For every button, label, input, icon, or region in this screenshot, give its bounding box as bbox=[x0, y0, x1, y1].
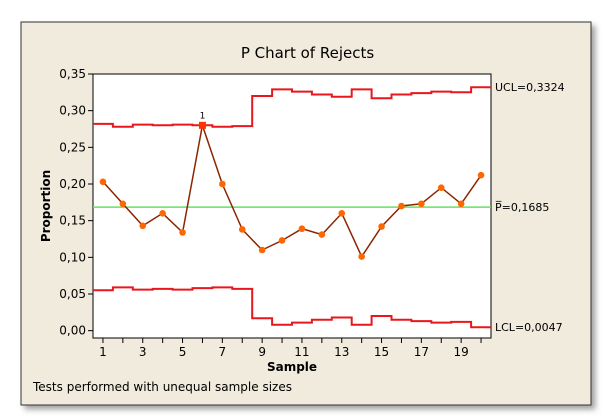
data-point bbox=[159, 210, 166, 217]
y-tick-label: 0,30 bbox=[59, 104, 86, 118]
plot-layer: 1 bbox=[93, 86, 491, 329]
x-tick-label: 3 bbox=[139, 345, 147, 359]
y-tick-label: 0,00 bbox=[59, 324, 86, 338]
x-tick-label: 19 bbox=[454, 345, 469, 359]
data-point bbox=[179, 229, 186, 236]
data-point bbox=[278, 237, 286, 244]
series-line bbox=[102, 122, 482, 259]
data-point bbox=[418, 200, 425, 208]
data-point bbox=[378, 223, 385, 230]
x-tick-label: 13 bbox=[334, 345, 349, 359]
axes-layer: 0,000,050,100,150,200,250,300,351 3 5 7 9 11 1… bbox=[39, 67, 565, 374]
y-tick-label: 0,10 bbox=[59, 250, 86, 264]
data-point bbox=[457, 200, 465, 208]
x-tick-label: 11 bbox=[294, 345, 309, 359]
data-point bbox=[477, 171, 485, 179]
lcl-label: LCL=0,0047 bbox=[495, 321, 563, 334]
y-axis-label: Proportion bbox=[39, 170, 53, 242]
x-tick-label: 9 bbox=[258, 345, 266, 359]
x-tick-label: 17 bbox=[414, 345, 429, 359]
data-point bbox=[318, 231, 326, 238]
y-tick-label: 0,25 bbox=[59, 140, 86, 154]
y-tick-label: 0,20 bbox=[59, 177, 86, 191]
lcl-line bbox=[93, 286, 491, 329]
ucl-line bbox=[93, 86, 491, 128]
x-tick-label: 5 bbox=[179, 345, 187, 359]
data-point bbox=[139, 222, 147, 230]
data-point bbox=[99, 178, 107, 186]
y-tick-label: 0,35 bbox=[59, 67, 86, 81]
x-tick-label: 15 bbox=[374, 345, 389, 359]
data-point bbox=[119, 200, 127, 208]
center-line-label: P̅=0,1685 bbox=[495, 201, 549, 214]
flagged-point-marker bbox=[198, 121, 206, 129]
ucl-label: UCL=0,3324 bbox=[495, 81, 565, 94]
flag-label: 1 bbox=[200, 111, 206, 121]
data-point bbox=[437, 184, 445, 191]
x-tick-label: 7 bbox=[219, 345, 227, 359]
footnote: Tests performed with unequal sample size… bbox=[33, 380, 292, 394]
y-tick-label: 0,15 bbox=[59, 214, 86, 228]
data-point bbox=[358, 253, 365, 260]
x-axis-label: Sample bbox=[267, 360, 317, 374]
data-point bbox=[398, 202, 405, 210]
data-point bbox=[219, 180, 226, 188]
data-point bbox=[338, 210, 346, 217]
x-tick-label: 1 bbox=[99, 345, 107, 359]
plot-area bbox=[92, 73, 492, 339]
chart-title: P Chart of Rejects bbox=[240, 44, 375, 62]
data-point bbox=[298, 225, 306, 233]
data-point bbox=[238, 226, 246, 233]
data-point bbox=[258, 246, 266, 254]
y-tick-label: 0,05 bbox=[59, 287, 86, 301]
